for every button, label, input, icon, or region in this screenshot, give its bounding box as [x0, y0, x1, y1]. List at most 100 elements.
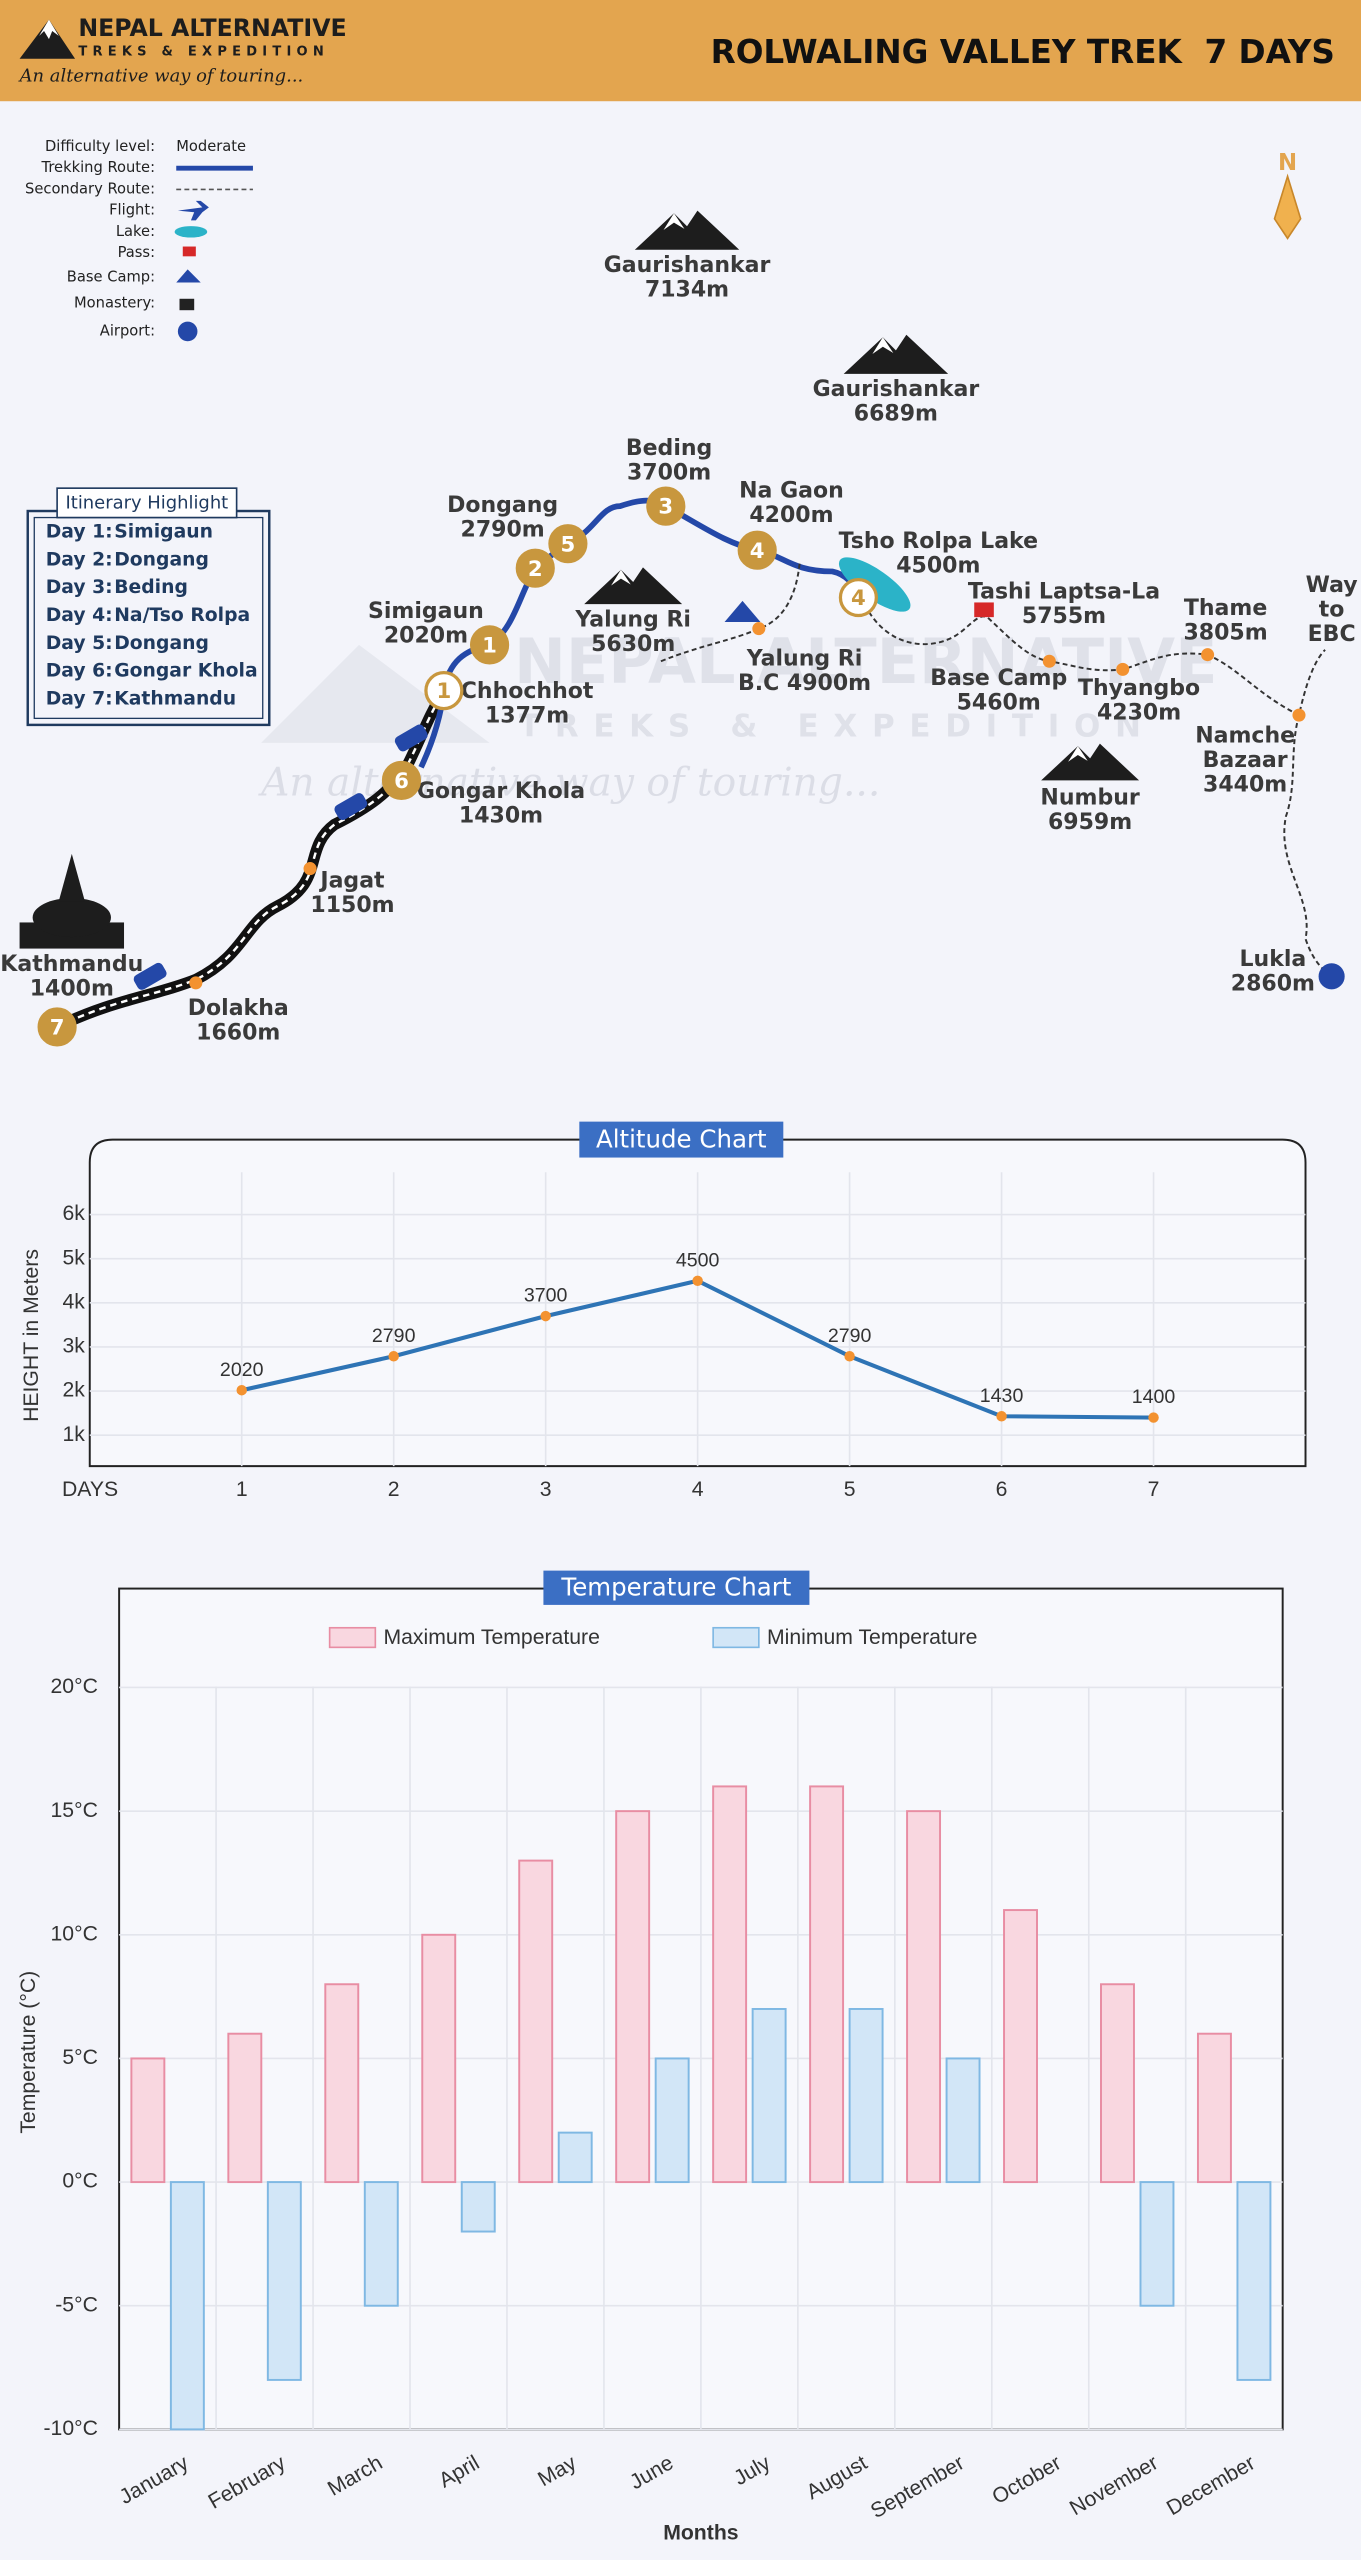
y-tick-label: 4k: [62, 1290, 85, 1313]
point: [236, 1385, 247, 1396]
place-label: 4500m: [896, 554, 980, 579]
place-label: Simigaun: [368, 599, 484, 624]
header-bar: [0, 0, 1361, 102]
point: [1148, 1412, 1159, 1423]
place-label: 1150m: [310, 893, 394, 918]
legend-monastery: [179, 298, 195, 311]
x-tick-label: 5: [844, 1478, 856, 1501]
place-label: 6959m: [1048, 810, 1132, 835]
tagline: An alternative way of touring...: [18, 66, 304, 87]
itinerary-place: Dongang: [114, 633, 209, 654]
legend-pass: [182, 246, 196, 257]
day-marker: [37, 1007, 77, 1047]
y-tick-label: 20°C: [51, 1675, 98, 1698]
itinerary-place: Beding: [114, 577, 188, 598]
bar: [460, 2181, 496, 2233]
compass-arrow: [1273, 173, 1302, 240]
legend-value: Moderate: [176, 138, 246, 155]
stop-dot: [1201, 648, 1215, 662]
stop-dot: [1116, 662, 1130, 676]
secondary-route: [660, 563, 1333, 978]
chart-title: Temperature Chart: [560, 1573, 791, 1602]
stupa-dome: [32, 897, 111, 938]
brand: NEPAL ALTERNATIVE: [78, 14, 346, 42]
place-label: Tsho Rolpa Lake: [839, 529, 1038, 554]
place-label: Dongang: [447, 493, 558, 518]
base-camp: [724, 600, 761, 623]
place-label: 2790m: [461, 518, 545, 543]
legend-label: Maximum Temperature: [383, 1626, 599, 1649]
bar: [363, 2181, 399, 2307]
place-label: Yalung Ri: [746, 647, 863, 672]
place-label: to: [1319, 598, 1345, 623]
itinerary-day: Day 3:: [46, 577, 113, 598]
y-tick-label: 3k: [62, 1335, 85, 1358]
mountain-icon-snow: [663, 213, 685, 230]
bar: [654, 2057, 690, 2184]
stop-dot: [752, 622, 766, 636]
bar: [421, 1933, 457, 2184]
place-label: 4230m: [1097, 700, 1181, 725]
page-title: ROLWALING VALLEY TREK 7 DAYS: [711, 33, 1335, 71]
place-label: 5755m: [1022, 604, 1106, 629]
place-label: Dolakha: [188, 996, 289, 1021]
y-tick-label: 2k: [62, 1379, 85, 1402]
day-marker: [381, 760, 422, 800]
place-label: Thyangbo: [1078, 676, 1200, 701]
place-label: 5460m: [957, 691, 1041, 716]
place-label: Numbur: [1040, 785, 1139, 810]
day-marker: [548, 524, 588, 564]
place-label: Bazaar: [1203, 748, 1288, 773]
bar: [557, 2131, 593, 2184]
itinerary-place: Gongar Khola: [114, 661, 257, 682]
y-axis-label: Temperature (°C): [17, 1971, 40, 2134]
place-label: Base Camp: [930, 666, 1067, 691]
x-tick-label: 6: [996, 1478, 1008, 1501]
legend-label: Base Camp:: [67, 269, 155, 286]
bar: [1100, 1983, 1135, 2184]
point: [692, 1275, 703, 1287]
x-axis-label: Months: [663, 2521, 738, 2544]
itinerary-place: Na/Tso Rolpa: [114, 605, 250, 626]
bar: [906, 1810, 942, 2184]
day-marker: [424, 671, 464, 711]
bar: [227, 2032, 263, 2184]
place-label: Kathmandu: [0, 952, 143, 977]
itinerary-place: Dongang: [114, 549, 209, 570]
legend-label: Pass:: [118, 244, 155, 261]
mountain-icon: [843, 334, 949, 374]
place-label: Gaurishankar: [604, 253, 771, 278]
y-tick-label: 15°C: [51, 1799, 98, 1822]
legend-flight: [177, 200, 209, 221]
mountain-icon: [634, 210, 740, 250]
day-marker-label: 1: [482, 634, 497, 659]
chart-title-box: [579, 1121, 784, 1158]
bar: [169, 2181, 205, 2431]
bar: [1139, 2181, 1175, 2307]
point: [844, 1351, 855, 1362]
mountain-icon-snow: [611, 569, 631, 586]
y-tick-label: 10°C: [51, 1922, 98, 1945]
legend-swatch: [328, 1626, 377, 1649]
y-tick-label: 1k: [62, 1423, 85, 1446]
bar: [751, 2007, 787, 2184]
place-label: Gaurishankar: [813, 377, 980, 402]
chart-title: Altitude Chart: [596, 1124, 767, 1153]
place-label: Way: [1306, 573, 1358, 598]
point: [540, 1310, 551, 1322]
place-label: Thame: [1184, 596, 1267, 621]
itinerary-place: Kathmandu: [114, 688, 236, 709]
place-label: Gongar Khola: [417, 779, 585, 804]
legend-label: Airport:: [100, 322, 155, 339]
legend-label: Trekking Route:: [41, 159, 156, 176]
place-label: 4200m: [749, 503, 833, 528]
place-label: 2020m: [384, 624, 468, 649]
mountain-icon: [1041, 743, 1140, 781]
legend-label: Minimum Temperature: [767, 1626, 977, 1649]
itinerary-day: Day 6:: [46, 661, 113, 682]
value-label: 2790: [372, 1325, 416, 1347]
stupa-spire: [58, 853, 85, 902]
day-marker: [515, 548, 555, 588]
day-marker: [646, 486, 686, 526]
